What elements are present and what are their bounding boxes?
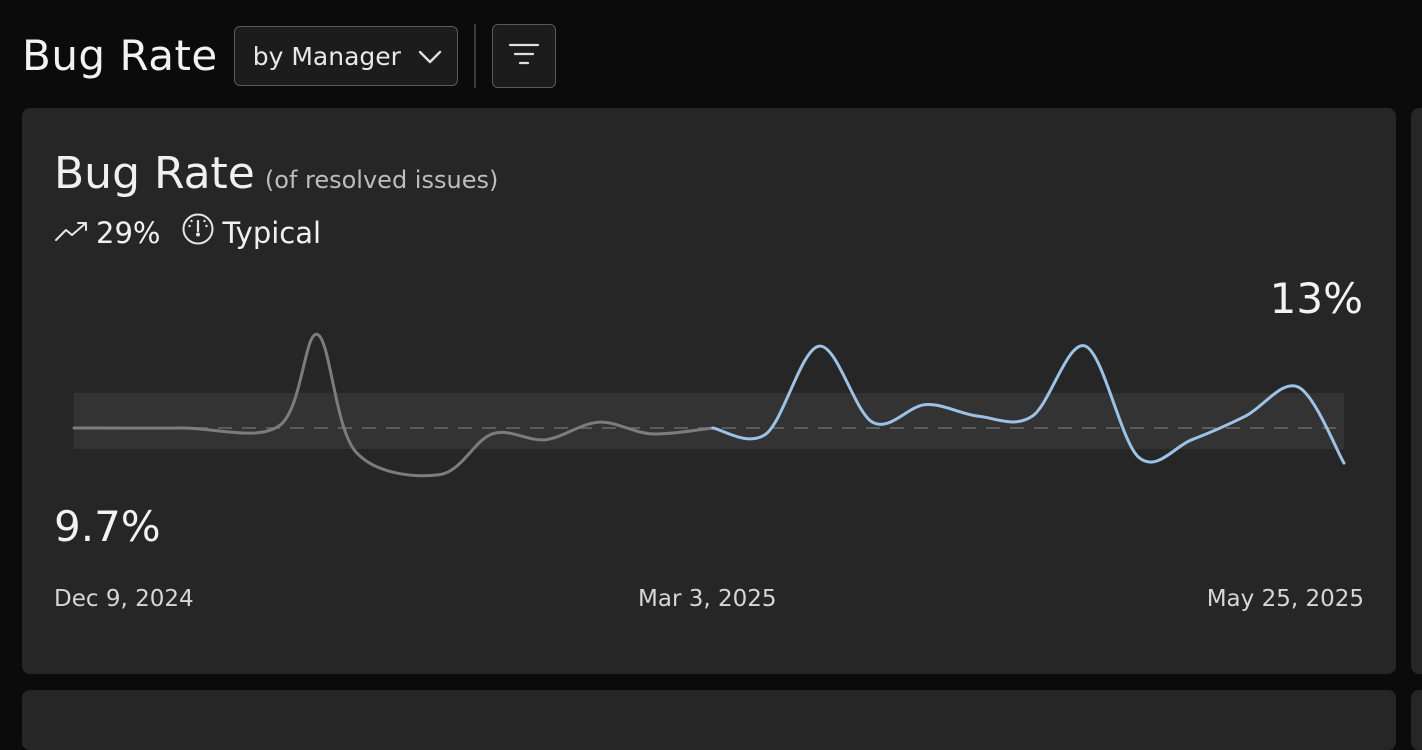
change-stat: 29% — [54, 216, 160, 250]
status-value: Typical — [222, 215, 322, 250]
chevron-down-icon — [417, 42, 443, 71]
filter-icon — [508, 40, 540, 72]
bug-rate-chart — [72, 332, 1346, 478]
change-value: 29% — [96, 215, 161, 250]
header-divider — [473, 24, 476, 88]
x-label-start: Dec 9, 2024 — [54, 586, 194, 612]
group-by-label: by Manager — [252, 41, 401, 71]
y-max-label: 13% — [1269, 274, 1363, 323]
card-title-row: Bug Rate (of resolved issues) — [54, 148, 498, 199]
past-period-line — [72, 332, 715, 478]
page-title: Bug Rate — [22, 31, 218, 80]
page-header: Bug Rate by Manager — [22, 24, 556, 88]
y-min-label: 9.7% — [54, 502, 161, 551]
card-subtitle: (of resolved issues) — [264, 166, 499, 194]
x-label-mid: Mar 3, 2025 — [638, 586, 777, 612]
trend-up-icon — [54, 216, 96, 250]
typical-range-band — [74, 393, 1344, 449]
next-card-below — [22, 690, 1396, 750]
bug-rate-card[interactable]: Bug Rate (of resolved issues) 29% — [22, 108, 1396, 674]
current-period-line — [711, 344, 1346, 465]
stats-row: 29% Typical — [54, 212, 341, 253]
next-card-right — [1411, 108, 1422, 674]
status-stat: Typical — [180, 212, 321, 253]
gauge-icon — [180, 212, 222, 253]
filter-button[interactable] — [491, 24, 556, 88]
x-label-end: May 25, 2025 — [1206, 586, 1364, 612]
card-title: Bug Rate — [54, 148, 255, 199]
next-card-corner — [1411, 690, 1422, 750]
group-by-dropdown[interactable]: by Manager — [233, 26, 458, 86]
